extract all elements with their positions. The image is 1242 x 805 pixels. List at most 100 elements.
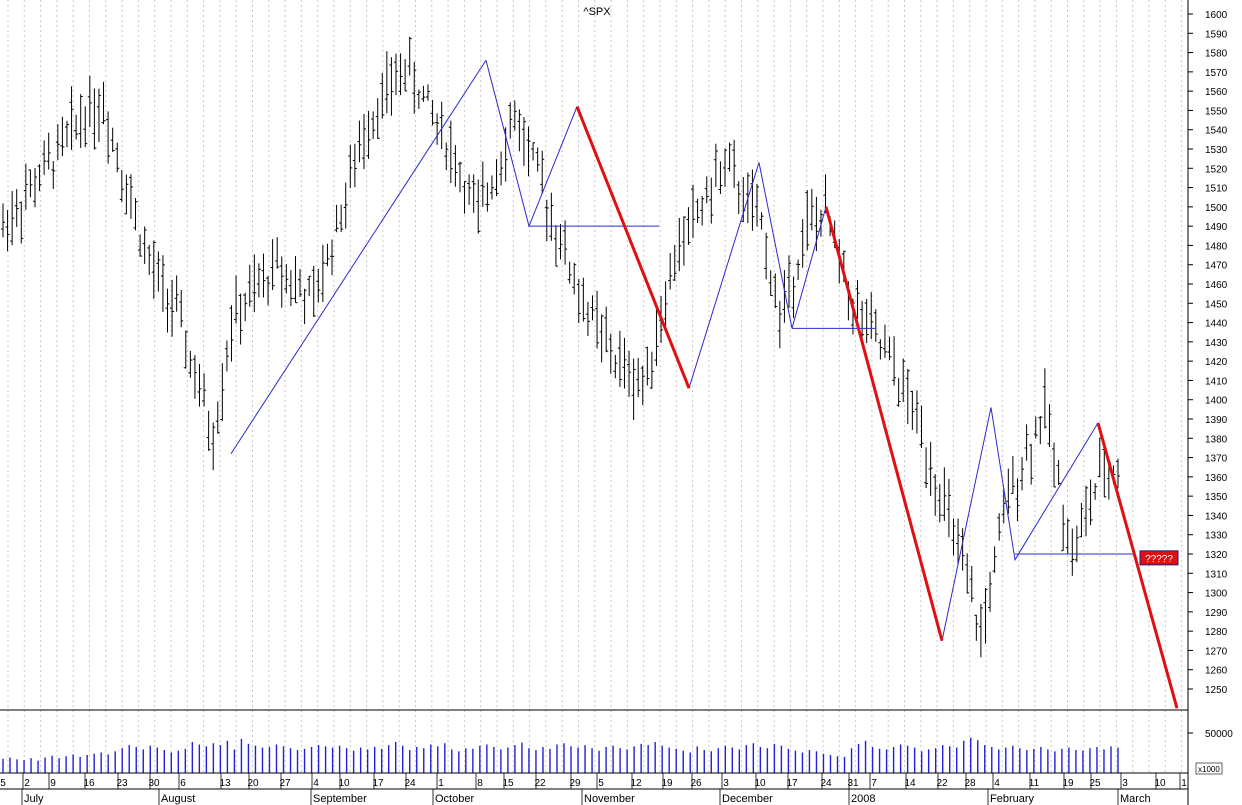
ohlc-bar (494, 159, 499, 196)
ohlc-bar (215, 401, 220, 434)
x-day-label: 1 (1181, 778, 1187, 789)
ohlc-bar (974, 614, 979, 641)
ohlc-bar (695, 198, 700, 223)
x-day-label: 9 (50, 778, 56, 789)
y-tick-label: 1470 (1205, 261, 1228, 272)
ohlc-bar (933, 474, 938, 516)
ohlc-bar (174, 275, 179, 312)
ohlc-bar (448, 120, 453, 184)
ohlc-bar (64, 120, 69, 148)
ohlc-bar (393, 53, 398, 96)
ohlc-bar (188, 350, 193, 378)
ohlc-bar (32, 168, 37, 208)
ohlc-bar (768, 270, 773, 297)
ohlc-bar (649, 351, 654, 389)
x-day-label: 11 (1029, 778, 1040, 789)
ohlc-bar (179, 289, 184, 328)
y-tick-label: 1250 (1205, 685, 1228, 696)
x-day-label: 17 (372, 778, 384, 789)
ohlc-bar (654, 304, 659, 366)
y-tick-label: 1590 (1205, 29, 1228, 40)
ohlc-bar (42, 140, 47, 175)
x-month-label: 2008 (851, 793, 875, 805)
ohlc-bar (444, 142, 449, 171)
ohlc-bar (87, 75, 92, 128)
ohlc-bar (919, 405, 924, 448)
ohlc-bar (978, 603, 983, 658)
y-tick-label: 1360 (1205, 473, 1228, 484)
y-tick-label: 1530 (1205, 145, 1228, 156)
ohlc-bar (531, 142, 536, 161)
x-day-label: 29 (569, 778, 581, 789)
ohlc-bar (1056, 460, 1061, 485)
ohlc-bar (613, 354, 618, 379)
ohlc-bar (375, 98, 380, 139)
y-tick-label: 1290 (1205, 608, 1228, 619)
ohlc-bar (983, 588, 988, 644)
price-panel (0, 0, 1188, 710)
y-tick-label: 1340 (1205, 511, 1228, 522)
x-day-label: 3 (723, 778, 729, 789)
y-tick-label: 1300 (1205, 589, 1228, 600)
ohlc-bar (165, 288, 170, 333)
ohlc-bar (604, 306, 609, 353)
x-day-label: 4 (313, 778, 319, 789)
y-tick-label: 1350 (1205, 492, 1228, 503)
ohlc-bar (526, 126, 531, 177)
ohlc-bar (796, 259, 801, 281)
ohlc-bar (535, 147, 540, 172)
y-tick-label: 1280 (1205, 627, 1228, 638)
ohlc-bar (307, 275, 312, 297)
ohlc-bar (83, 106, 88, 148)
ohlc-bar (581, 277, 586, 322)
ohlc-bar (206, 410, 211, 451)
ohlc-bar (595, 290, 600, 349)
ohlc-bar (759, 212, 764, 230)
x-day-label: 26 (690, 778, 702, 789)
ohlc-bar (202, 373, 207, 407)
y-tick-label: 1330 (1205, 531, 1228, 542)
x-month-label: September (313, 793, 367, 805)
ohlc-bar (599, 314, 604, 363)
ohlc-bar (412, 61, 417, 114)
ohlc-bar (302, 288, 307, 325)
ohlc-bar (316, 268, 321, 303)
ohlc-bar (106, 111, 111, 164)
y-tick-label: 1380 (1205, 434, 1228, 445)
x-day-label: 17 (786, 778, 798, 789)
x-day-label: 30 (148, 778, 160, 789)
x-day-label: 2 (24, 778, 30, 789)
ohlc-bar (362, 113, 367, 170)
x-day-label: 7 (871, 778, 877, 789)
volume-panel (0, 710, 1188, 773)
ohlc-bar (622, 337, 627, 389)
ohlc-bar (142, 226, 147, 264)
volume-tick-label: 50000 (1205, 729, 1233, 740)
ohlc-bar (211, 422, 216, 471)
ohlc-bar (288, 270, 293, 307)
ohlc-bar (809, 188, 814, 231)
ohlc-bar (608, 333, 613, 374)
ohlc-bar (878, 339, 883, 360)
ohlc-bar (508, 102, 513, 139)
ohlc-bar (553, 225, 558, 267)
ohlc-bar (10, 190, 15, 246)
ohlc-bar (873, 309, 878, 342)
ohlc-bar (645, 346, 650, 386)
ohlc-bar (416, 89, 421, 109)
ohlc-bar (352, 143, 357, 188)
ohlc-bar (1038, 416, 1043, 445)
ohlc-bar (407, 36, 412, 76)
ohlc-bar (238, 293, 243, 345)
ohlc-bar (133, 197, 138, 231)
x-day-label: 1 (438, 778, 444, 789)
x-day-label: 13 (219, 778, 231, 789)
ohlc-bar (247, 264, 252, 307)
ohlc-bar (686, 207, 691, 245)
ohlc-bar (937, 484, 942, 523)
ohlc-bar (960, 528, 965, 571)
ohlc-bar (389, 57, 394, 116)
ohlc-bar (311, 265, 316, 317)
x-day-label: 27 (279, 778, 291, 789)
